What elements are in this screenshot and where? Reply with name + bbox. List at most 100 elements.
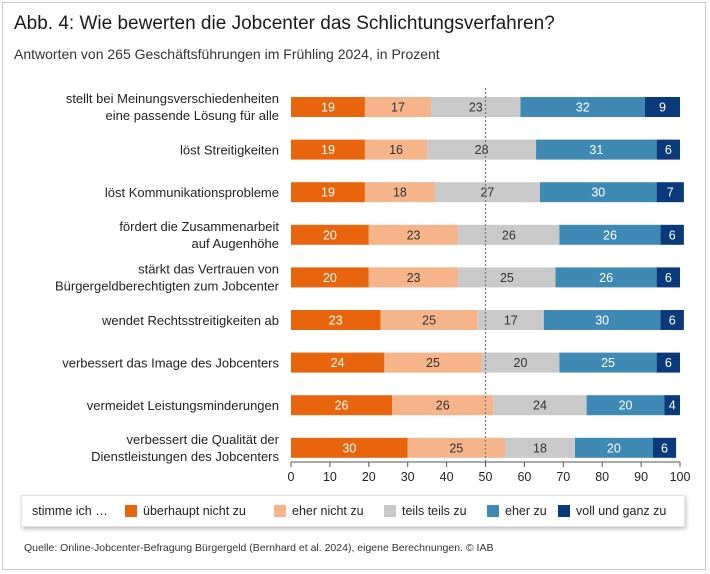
legend-swatch-1	[274, 505, 286, 517]
bar-segment-r3-s2	[458, 224, 560, 245]
bar-segment-r7-s1	[392, 395, 494, 416]
bar-segment-r4-s1	[368, 267, 459, 288]
x-tick-label-30: 30	[401, 470, 415, 484]
data-label-r7-s0: 26	[335, 399, 349, 413]
legend-label-4: voll und ganz zu	[576, 504, 667, 518]
bar-segment-r0-s0	[291, 97, 365, 117]
legend-label-0: überhaupt nicht zu	[143, 504, 246, 518]
category-label-4-0: stärkt das Vertrauen von	[138, 261, 279, 276]
bar-segment-r0-s1	[364, 97, 432, 117]
bar-segment-r8-s4	[652, 437, 677, 458]
data-label-r8-s3: 20	[607, 441, 621, 455]
data-label-r5-s4: 6	[669, 314, 676, 328]
data-label-r0-s1: 17	[391, 101, 405, 115]
legend-swatch-3	[487, 505, 499, 517]
bar-segment-r7-s3	[586, 395, 665, 416]
data-label-r4-s3: 26	[599, 271, 613, 285]
data-label-r7-s2: 24	[533, 399, 547, 413]
category-label-0-0: stellt bei Meinungsverschiedenheiten	[66, 91, 279, 106]
bar-segment-r0-s3	[520, 97, 645, 117]
bar-segment-r2-s0	[291, 182, 365, 203]
bar-segment-r2-s3	[539, 182, 657, 203]
bar-segment-r3-s4	[660, 224, 684, 245]
bar-segment-r7-s2	[493, 395, 587, 416]
data-label-r5-s0: 23	[329, 314, 343, 328]
data-label-r5-s2: 17	[504, 314, 518, 328]
category-label-8-0: verbessert die Qualität der	[127, 432, 280, 447]
category-label-4-1: Bürgergeldberechtigten zum Jobcenter	[55, 278, 280, 293]
data-label-r4-s2: 25	[500, 271, 514, 285]
legend-swatch-0	[125, 505, 137, 517]
legend-swatch-2	[384, 505, 396, 517]
bar-segment-r6-s3	[559, 352, 657, 373]
bar-segment-r1-s0	[291, 139, 365, 160]
x-tick-label-100: 100	[670, 470, 691, 484]
bar-segment-r3-s0	[291, 224, 369, 245]
x-tick-label-70: 70	[556, 470, 570, 484]
bar-segment-r4-s2	[458, 267, 556, 288]
category-label-3-1: auf Augenhöhe	[192, 236, 279, 251]
bar-segment-r0-s2	[431, 97, 521, 117]
data-label-r4-s0: 20	[323, 271, 337, 285]
data-label-r6-s2: 20	[514, 356, 528, 370]
data-label-r3-s2: 26	[502, 228, 516, 242]
data-label-r8-s0: 30	[342, 441, 356, 455]
category-label-6-0: verbessert das Image des Jobcenters	[62, 356, 279, 371]
category-label-1-0: löst Streitigkeiten	[180, 143, 279, 158]
data-label-r1-s1: 16	[389, 143, 403, 157]
data-label-r5-s3: 30	[595, 314, 609, 328]
category-label-7-0: vermeidet Leistungsminderungen	[87, 398, 279, 413]
bar-segment-r2-s1	[364, 182, 435, 203]
bar-segment-r5-s0	[291, 310, 381, 330]
legend-prefix: stimme ich …	[32, 504, 108, 518]
data-label-r2-s0: 19	[321, 186, 335, 200]
bar-segment-r2-s2	[434, 182, 540, 203]
data-label-r4-s1: 23	[407, 271, 421, 285]
bar-segment-r4-s4	[656, 267, 680, 288]
legend-swatch-4	[558, 505, 570, 517]
bar-segment-r8-s1	[407, 437, 505, 458]
category-label-5-0: wendet Rechtsstreitigkeiten ab	[101, 313, 279, 328]
data-label-r3-s1: 23	[407, 228, 421, 242]
x-tick-label-90: 90	[634, 470, 648, 484]
data-label-r0-s4: 9	[659, 101, 666, 115]
data-label-r3-s3: 26	[603, 228, 617, 242]
bar-segment-r2-s4	[656, 182, 684, 203]
x-tick-label-50: 50	[479, 470, 493, 484]
legend-label-1: eher nicht zu	[292, 504, 364, 518]
data-label-r3-s4: 6	[669, 228, 676, 242]
data-label-r6-s3: 25	[601, 356, 615, 370]
legend-label-2: teils teils zu	[402, 504, 467, 518]
data-label-r2-s1: 18	[393, 186, 407, 200]
x-tick-label-40: 40	[440, 470, 454, 484]
data-label-r1-s4: 6	[665, 143, 672, 157]
data-label-r6-s1: 25	[426, 356, 440, 370]
x-tick-label-60: 60	[517, 470, 531, 484]
bar-segment-r7-s0	[291, 395, 393, 416]
category-label-2-0: löst Kommunikationsprobleme	[105, 185, 279, 200]
bar-segment-r0-s4	[644, 97, 680, 117]
data-label-r5-s1: 25	[422, 314, 436, 328]
bar-segment-r3-s1	[368, 224, 459, 245]
bar-segment-r5-s1	[380, 310, 478, 330]
data-label-r6-s0: 24	[331, 356, 345, 370]
x-tick-label-0: 0	[288, 470, 295, 484]
bar-segment-r5-s3	[543, 310, 661, 330]
data-label-r6-s4: 6	[665, 356, 672, 370]
x-tick-label-80: 80	[595, 470, 609, 484]
chart-title: Abb. 4: Wie bewerten die Jobcenter das S…	[14, 13, 555, 34]
data-label-r1-s2: 28	[475, 143, 489, 157]
bar-segment-r1-s3	[536, 139, 657, 160]
data-label-r1-s3: 31	[589, 143, 603, 157]
data-label-r3-s0: 20	[323, 228, 337, 242]
bar-segment-r8-s3	[574, 437, 653, 458]
legend-label-3: eher zu	[505, 504, 547, 518]
category-label-0-1: eine passende Lösung für alle	[106, 108, 279, 123]
bar-segment-r3-s3	[559, 224, 661, 245]
bar-segment-r8-s0	[291, 437, 408, 458]
bar-segment-r1-s4	[656, 139, 680, 160]
source-note: Quelle: Online-Jobcenter-Befragung Bürge…	[24, 542, 494, 554]
bar-segment-r4-s0	[291, 267, 369, 288]
